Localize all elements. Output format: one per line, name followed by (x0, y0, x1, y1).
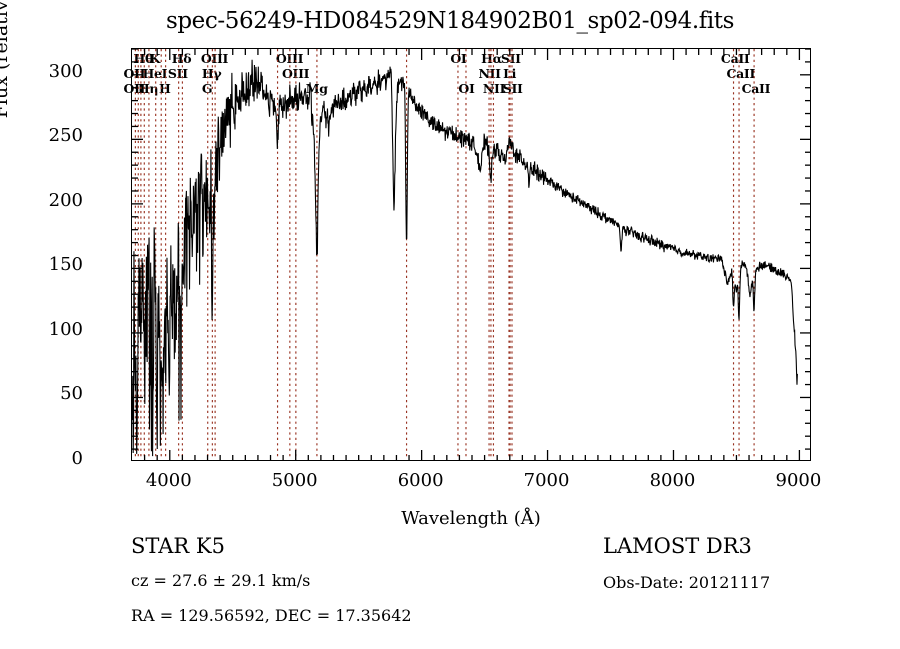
line-label-CaII-8498: CaII (720, 51, 750, 66)
y-tick-300: 300 (48, 60, 83, 82)
redshift-velocity: cz = 27.6 ± 29.1 km/s (131, 571, 311, 590)
line-label-OIII-4959: OIII (275, 51, 304, 66)
y-tick-0: 0 (71, 448, 83, 469)
line-label-H-6563: Hα (481, 51, 502, 66)
line-label-H-4340: Hγ (201, 66, 222, 81)
line-label-H-4101: Hδ (171, 51, 192, 66)
line-label-SII-6716: SII (500, 51, 521, 66)
line-label-OI-6364: OI (458, 82, 474, 96)
observation-date: Obs-Date: 20121117 (603, 573, 771, 592)
object-class: STAR K5 (131, 534, 225, 558)
line-label-OI-6300: OI (450, 51, 467, 66)
line-label-SII-6731: SII (502, 81, 523, 96)
line-label-H-3968: H (158, 81, 171, 96)
line-label-NII-6548: NII (478, 66, 502, 81)
y-tick-100: 100 (48, 318, 83, 340)
x-tick-8000: 8000 (649, 470, 696, 491)
plot-canvas (132, 49, 810, 460)
line-label-OII-3727: OII (123, 66, 146, 81)
y-axis-label: Flux (relative) (0, 0, 12, 119)
x-tick-5000: 5000 (271, 470, 318, 491)
line-label-NII-6583: NII (482, 81, 506, 96)
y-tick-200: 200 (48, 189, 83, 211)
line-label-Li-6707: Li (503, 66, 517, 81)
spectrum-plot-frame (131, 48, 811, 461)
x-tick-9000: 9000 (775, 470, 822, 491)
page-title: spec-56249-HD084529N184902B01_sp02-094.f… (165, 8, 735, 34)
sky-coordinates: RA = 129.56592, DEC = 17.35642 (131, 606, 412, 625)
x-axis-label: Wavelength (Å) (401, 508, 541, 529)
y-tick-150: 150 (48, 254, 83, 276)
line-label-OII-3727: OII (123, 81, 146, 96)
x-tick-6000: 6000 (397, 470, 444, 491)
x-tick-4000: 4000 (145, 470, 192, 491)
spectrum-trace (132, 59, 798, 457)
y-tick-50: 50 (60, 383, 83, 405)
line-label-SII-4072: SII (167, 66, 188, 81)
line-label-K-3889: K (149, 51, 161, 66)
survey-label: LAMOST DR3 (603, 534, 752, 558)
y-tick-250: 250 (48, 125, 83, 147)
x-tick-7000: 7000 (523, 470, 570, 491)
line-label-H-3835: Hη (137, 81, 159, 96)
line-label-CaII-8662: CaII (741, 81, 771, 96)
spectrum-svg (132, 49, 798, 459)
line-label-OIII-5007: OIII (281, 66, 310, 81)
